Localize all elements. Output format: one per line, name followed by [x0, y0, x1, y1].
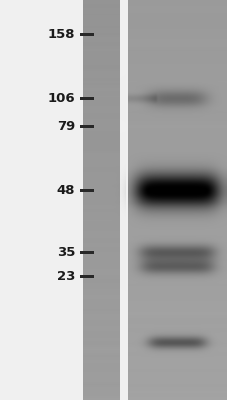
- Text: 158: 158: [47, 28, 75, 40]
- Text: 23: 23: [57, 270, 75, 282]
- Text: 79: 79: [57, 120, 75, 132]
- Text: 35: 35: [57, 246, 75, 258]
- Text: 106: 106: [47, 92, 75, 104]
- Text: 48: 48: [57, 184, 75, 196]
